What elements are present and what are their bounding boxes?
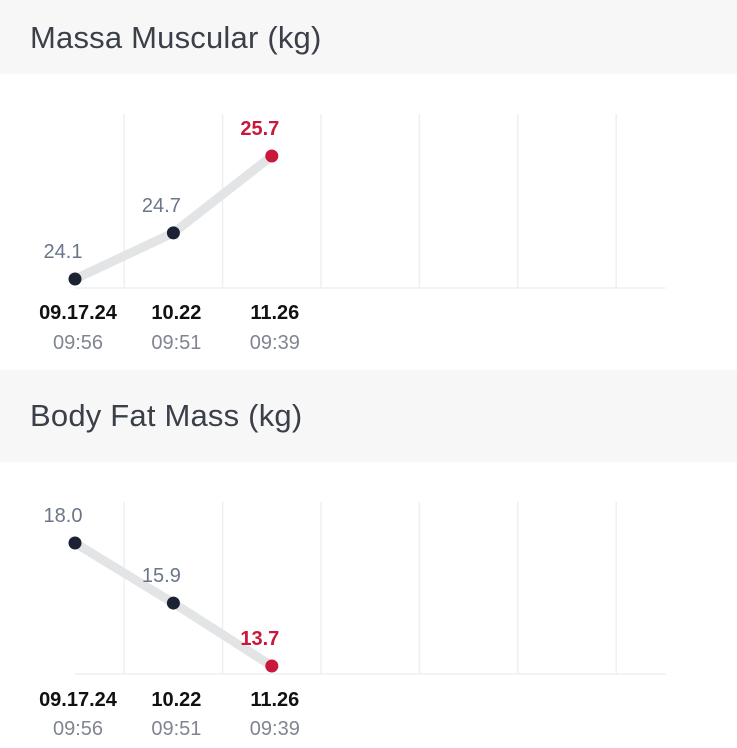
x-tick-date: 09.17.24: [39, 689, 118, 711]
chart2-title-text: Body Fat Mass: [30, 398, 240, 433]
chart2-svg: 18.0 15.9 13.7 09.17.24 09:56 10.22 09:51 11.26…: [39, 502, 666, 740]
x-tick-time: 09:39: [250, 332, 300, 354]
data-point: [166, 596, 180, 610]
data-label: 24.7: [142, 195, 181, 217]
data-point: [68, 272, 82, 286]
data-label: 15.9: [142, 565, 181, 587]
x-tick-time: 09:39: [250, 718, 300, 740]
chart2-unit: (kg): [248, 398, 303, 433]
chart1-header: Massa Muscular (kg): [0, 0, 737, 74]
chart1-card: 24.1 24.7 25.7 09.17.24 09:56 10.22 09:51 11.26…: [0, 74, 737, 370]
data-label: 25.7: [240, 118, 279, 140]
chart2-card: 18.0 15.9 13.7 09.17.24 09:56 10.22 09:51 11.26…: [0, 462, 737, 748]
latest-data-point: [265, 659, 279, 673]
data-point: [166, 226, 180, 240]
x-tick-date: 09.17.24: [39, 302, 118, 324]
x-tick-time: 09:51: [151, 332, 201, 354]
data-label: 24.1: [44, 241, 83, 263]
data-label: 13.7: [240, 628, 279, 650]
x-tick-date: 10.22: [151, 302, 201, 324]
x-tick-time: 09:56: [53, 718, 103, 740]
chart2-header: Body Fat Mass (kg): [0, 370, 737, 462]
chart1-title: Massa Muscular (kg): [30, 20, 322, 56]
chart1-svg: 24.1 24.7 25.7 09.17.24 09:56 10.22 09:51 11.26…: [39, 114, 666, 354]
x-tick-date: 11.26: [250, 302, 299, 324]
data-point: [68, 536, 82, 550]
chart1-title-text: Massa Muscular: [30, 20, 259, 55]
chart1-unit: (kg): [267, 20, 322, 55]
data-label: 18.0: [44, 505, 83, 527]
x-tick-date: 11.26: [250, 689, 299, 711]
x-tick-time: 09:51: [151, 718, 201, 740]
x-tick-time: 09:56: [53, 332, 103, 354]
latest-data-point: [265, 149, 279, 163]
chart2-title: Body Fat Mass (kg): [30, 398, 302, 434]
x-tick-date: 10.22: [151, 689, 201, 711]
series-line: [70, 151, 277, 284]
